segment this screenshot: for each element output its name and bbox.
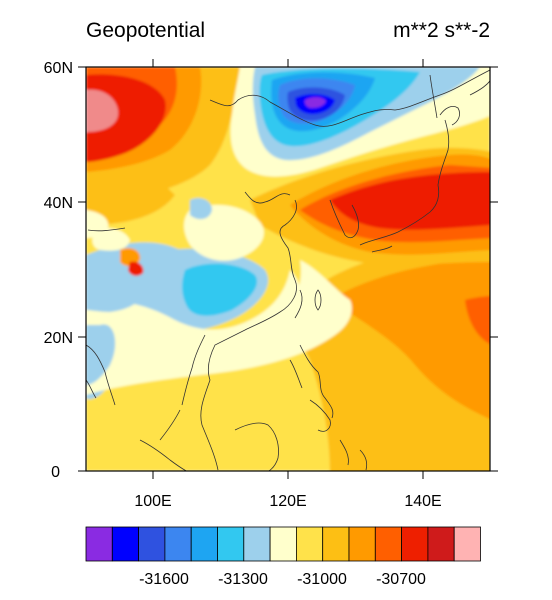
colorbar-label: -30700 (376, 571, 426, 588)
colorbar-swatch (322, 526, 350, 562)
colorbar-swatch (348, 526, 376, 562)
units-label: m**2 s**-2 (393, 19, 490, 42)
lon-tick-label: 120E (269, 493, 306, 510)
colorbar-label: -31300 (218, 571, 268, 588)
colorbar-swatch (269, 526, 297, 562)
colorbar-swatch (453, 526, 481, 562)
colorbar-swatch (427, 526, 455, 562)
lat-tick-label: 40N (44, 195, 73, 212)
coastlines (86, 69, 490, 471)
colorbar (85, 526, 481, 562)
colorbar-swatch (295, 526, 324, 562)
lat-tick-label: 20N (44, 330, 73, 347)
colorbar-swatch (217, 526, 245, 562)
colorbar-label: -31600 (139, 571, 189, 588)
axis-ticks (78, 59, 498, 479)
lat-tick-label: 60N (44, 60, 73, 77)
map-title: Geopotential (86, 19, 206, 42)
colorbar-swatch (374, 526, 402, 562)
colorbar-swatch (401, 526, 429, 562)
colorbar-swatch (190, 526, 218, 562)
lon-tick-label: 100E (134, 493, 171, 510)
lon-tick-label: 140E (404, 493, 441, 510)
colorbar-swatch (138, 526, 166, 562)
contour-field (86, 67, 490, 471)
colorbar-swatch (164, 526, 192, 562)
colorbar-swatch (243, 526, 271, 562)
colorbar-label: -31000 (297, 571, 347, 588)
colorbar-swatch (111, 526, 140, 562)
colorbar-swatch (85, 526, 113, 562)
lat-tick-label: 0 (51, 464, 60, 481)
